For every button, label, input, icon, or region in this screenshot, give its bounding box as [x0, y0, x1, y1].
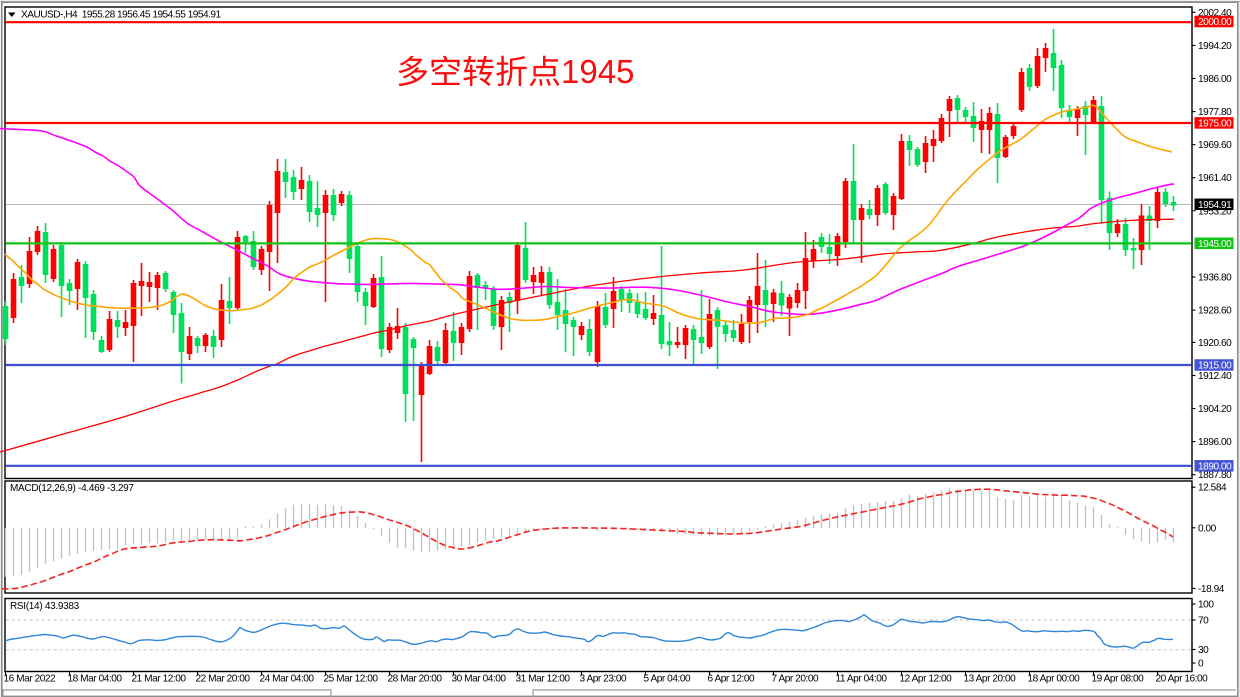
svg-text:1887.80: 1887.80	[1198, 470, 1232, 481]
svg-text:7 Apr 20:00: 7 Apr 20:00	[772, 673, 820, 684]
svg-text:0: 0	[1198, 659, 1204, 670]
svg-text:1975.00: 1975.00	[1198, 118, 1232, 129]
svg-text:3 Apr 23:00: 3 Apr 23:00	[580, 673, 628, 684]
svg-text:11 Apr 04:00: 11 Apr 04:00	[836, 673, 888, 684]
svg-text:1896.00: 1896.00	[1198, 437, 1232, 448]
svg-text:13 Apr 20:00: 13 Apr 20:00	[964, 673, 1017, 684]
svg-text:18 Apr 00:00: 18 Apr 00:00	[1028, 673, 1081, 684]
svg-text:2000.00: 2000.00	[1198, 17, 1232, 28]
svg-text:100: 100	[1198, 600, 1214, 611]
svg-text:1961.40: 1961.40	[1198, 173, 1232, 184]
svg-text:-18.94: -18.94	[1198, 584, 1225, 595]
svg-text:1928.60: 1928.60	[1198, 306, 1232, 317]
svg-text:12.584: 12.584	[1198, 483, 1227, 494]
svg-text:70: 70	[1198, 616, 1209, 627]
svg-text:1977.80: 1977.80	[1198, 107, 1232, 118]
svg-text:28 Mar 20:00: 28 Mar 20:00	[388, 673, 443, 684]
svg-text:1936.80: 1936.80	[1198, 273, 1232, 284]
svg-text:12 Apr 12:00: 12 Apr 12:00	[900, 673, 953, 684]
svg-text:XAUUSD-,H4 1955.28 1956.45 19: XAUUSD-,H4 1955.28 1956.45 1954.55 1954.…	[21, 10, 221, 21]
svg-text:24 Mar 04:00: 24 Mar 04:00	[260, 673, 315, 684]
svg-text:1920.60: 1920.60	[1198, 338, 1232, 349]
svg-text:1915.00: 1915.00	[1198, 361, 1232, 372]
svg-text:1904.20: 1904.20	[1198, 404, 1232, 415]
svg-text:25 Mar 12:00: 25 Mar 12:00	[324, 673, 379, 684]
svg-text:1912.40: 1912.40	[1198, 371, 1232, 382]
svg-text:30: 30	[1198, 645, 1209, 656]
svg-text:1986.00: 1986.00	[1198, 74, 1232, 85]
svg-text:1994.20: 1994.20	[1198, 41, 1232, 52]
svg-text:1954.91: 1954.91	[1198, 200, 1232, 211]
svg-text:6 Apr 12:00: 6 Apr 12:00	[708, 673, 756, 684]
svg-text:2002.40: 2002.40	[1198, 8, 1232, 19]
svg-text:1890.00: 1890.00	[1198, 461, 1232, 472]
svg-text:1953.20: 1953.20	[1198, 206, 1232, 217]
svg-text:19 Apr 08:00: 19 Apr 08:00	[1092, 673, 1145, 684]
svg-text:30 Mar 04:00: 30 Mar 04:00	[452, 673, 507, 684]
svg-text:22 Mar 20:00: 22 Mar 20:00	[196, 673, 251, 684]
svg-text:5 Apr 04:00: 5 Apr 04:00	[644, 673, 692, 684]
svg-text:RSI(14) 43.9383: RSI(14) 43.9383	[10, 601, 80, 612]
svg-text:1969.60: 1969.60	[1198, 140, 1232, 151]
svg-text:18 Mar 04:00: 18 Mar 04:00	[68, 673, 123, 684]
svg-text:0.00: 0.00	[1198, 523, 1217, 534]
svg-text:1945: 1945	[561, 53, 634, 90]
svg-text:31 Mar 12:00: 31 Mar 12:00	[516, 673, 571, 684]
svg-text:21 Mar 12:00: 21 Mar 12:00	[132, 673, 187, 684]
svg-text:20 Apr 16:00: 20 Apr 16:00	[1156, 673, 1209, 684]
svg-text:16 Mar 2022: 16 Mar 2022	[4, 673, 57, 684]
svg-text:MACD(12,26,9) -4.469 -3.297: MACD(12,26,9) -4.469 -3.297	[10, 483, 134, 494]
svg-text:1945.00: 1945.00	[1198, 239, 1232, 250]
